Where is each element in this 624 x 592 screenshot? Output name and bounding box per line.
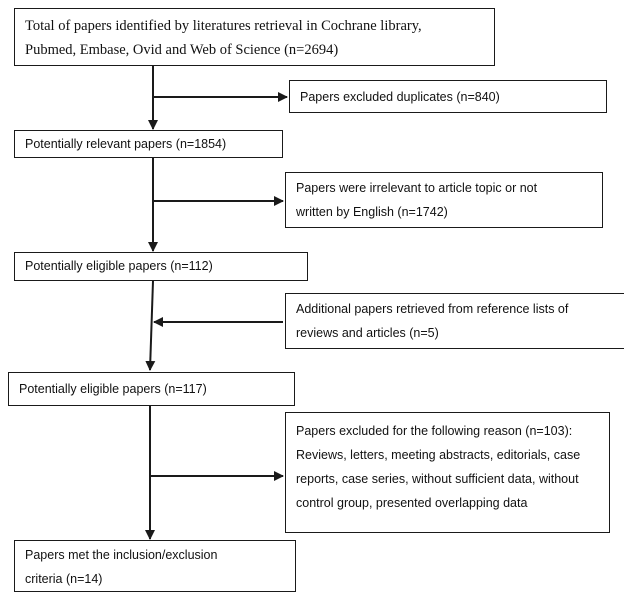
box-final-excluded-line-3: reports, case series, without sufficient… bbox=[296, 472, 579, 486]
box-included: Papers met the inclusion/exclusion crite… bbox=[14, 540, 296, 592]
box-irrelevant-excluded-line-2: written by English (n=1742) bbox=[296, 205, 448, 219]
box-potentially-eligible-112-line-1: Potentially eligible papers (n=112) bbox=[25, 259, 213, 273]
box-included-line-1: Papers met the inclusion/exclusion bbox=[25, 548, 218, 562]
box-final-excluded: Papers excluded for the following reason… bbox=[285, 412, 610, 533]
box-additional-papers: Additional papers retrieved from referen… bbox=[285, 293, 624, 349]
box-additional-papers-line-1: Additional papers retrieved from referen… bbox=[296, 302, 569, 316]
arrow-eligible-112-to-eligible-117 bbox=[145, 280, 156, 371]
box-irrelevant-excluded-line-1: Papers were irrelevant to article topic … bbox=[296, 181, 538, 195]
box-total-identified: Total of papers identified by literature… bbox=[14, 8, 495, 66]
box-potentially-eligible-112: Potentially eligible papers (n=112) bbox=[14, 252, 308, 281]
box-final-excluded-line-1: Papers excluded for the following reason… bbox=[296, 424, 573, 438]
box-irrelevant-excluded: Papers were irrelevant to article topic … bbox=[285, 172, 603, 228]
box-total-identified-line-2: Pubmed, Embase, Ovid and Web of Science … bbox=[25, 42, 339, 58]
box-potentially-eligible-117-line-1: Potentially eligible papers (n=117) bbox=[19, 382, 207, 396]
box-final-excluded-line-4: control group, presented overlapping dat… bbox=[296, 496, 528, 510]
box-duplicates-excluded-line-1: Papers excluded duplicates (n=840) bbox=[300, 90, 500, 104]
box-potentially-relevant: Potentially relevant papers (n=1854) bbox=[14, 130, 283, 158]
box-included-line-2: criteria (n=14) bbox=[25, 572, 103, 586]
box-potentially-relevant-line-1: Potentially relevant papers (n=1854) bbox=[25, 137, 227, 151]
box-duplicates-excluded: Papers excluded duplicates (n=840) bbox=[289, 80, 607, 113]
box-potentially-eligible-117: Potentially eligible papers (n=117) bbox=[8, 372, 295, 406]
box-total-identified-line-1: Total of papers identified by literature… bbox=[25, 18, 422, 34]
box-final-excluded-line-2: Reviews, letters, meeting abstracts, edi… bbox=[296, 448, 581, 462]
box-additional-papers-line-2: reviews and articles (n=5) bbox=[296, 326, 439, 340]
